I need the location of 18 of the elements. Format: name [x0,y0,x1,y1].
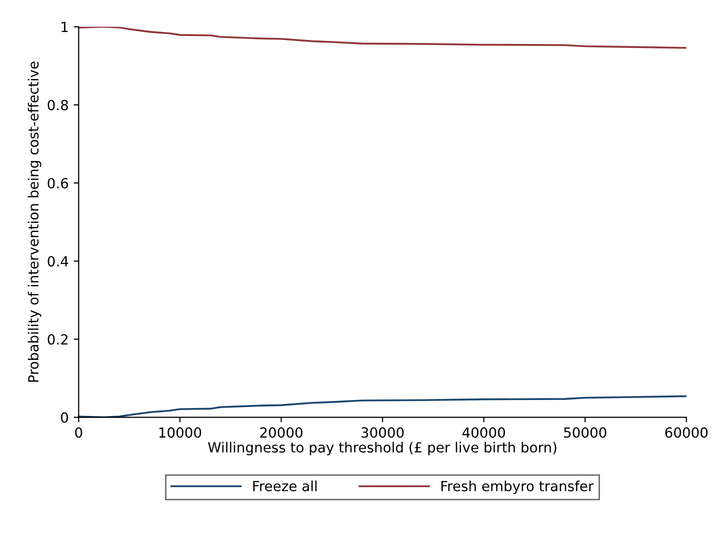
y-tick-label: 0.6 [48,178,68,188]
legend-label: Freeze all [253,480,317,492]
y-tick-label: 0.4 [48,256,68,267]
y-tick-label: 0.8 [48,100,68,110]
line-series [78,26,686,49]
y-tick-label: 1 [62,22,68,32]
legend-label: Fresh embyro transfer [441,480,594,494]
x-tick-label: 10000 [159,427,202,438]
x-tick-label: 20000 [260,427,302,438]
x-tick-label: 40000 [462,427,505,438]
y-axis-title: Probability of intervention being cost-effective [28,62,42,382]
y-tick-label: 0.2 [48,334,68,345]
x-tick-label: 50000 [564,427,606,438]
x-tick-label: 0 [75,427,82,438]
x-tick-label: 30000 [361,427,404,438]
x-tick-label: 60000 [665,427,708,438]
y-tick-label: 0 [61,412,68,423]
x-axis-title: Willingness to pay threshold (£ per live birth born) [208,442,556,456]
